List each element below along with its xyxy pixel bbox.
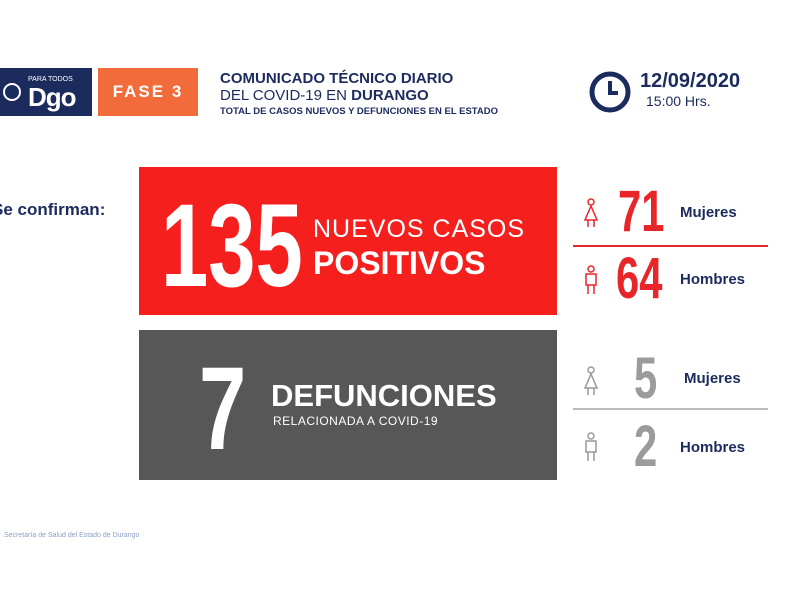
deaths-women-number-text: 5 <box>634 346 658 411</box>
divider <box>573 408 768 410</box>
deaths-number-text: 7 <box>199 343 247 475</box>
female-icon <box>583 198 599 227</box>
cases-line2: POSITIVOS <box>313 245 486 281</box>
cases-women-label: Mujeres <box>680 204 737 221</box>
cases-number: 135 <box>161 187 358 305</box>
deaths-men-label: Hombres <box>680 439 746 456</box>
cases-men-number: 64 <box>616 250 681 308</box>
cases-men-number-text: 64 <box>616 246 663 311</box>
header-title: COMUNICADO TÉCNICO DIARIO <box>220 70 454 87</box>
date: 12/09/2020 <box>640 70 741 92</box>
cases-box: 135 NUEVOS CASOS POSITIVOS <box>139 167 557 315</box>
deaths-women-number: 5 <box>634 350 666 408</box>
subtitle-prefix: DEL COVID-19 EN <box>220 87 352 104</box>
deaths-line2: RELACIONADA A COVID-19 <box>273 414 439 428</box>
logo-text: Dgo <box>28 82 77 112</box>
cases-women-number: 71 <box>618 183 683 241</box>
logo-tag: PARA TODOS <box>28 76 73 83</box>
subtitle-place: DURANGO <box>351 87 429 104</box>
logo-box: PARA TODOS Dgo <box>0 68 92 116</box>
female-icon <box>583 366 599 395</box>
header-description: TOTAL DE CASOS NUEVOS Y DEFUNCIONES EN E… <box>220 106 499 117</box>
deaths-women-label: Mujeres <box>684 370 741 387</box>
deaths-number: 7 <box>199 350 265 468</box>
clock-icon <box>589 71 631 113</box>
footer-source: Secretaría de Salud del Estado de Durang… <box>4 532 140 539</box>
deaths-men-number-text: 2 <box>634 414 658 479</box>
cases-line1: NUEVOS CASOS <box>313 215 526 243</box>
cases-number-text: 135 <box>161 180 303 312</box>
deaths-line1: DEFUNCIONES <box>271 378 497 413</box>
intro: Se confirman: <box>0 200 106 219</box>
male-icon <box>585 265 597 294</box>
deaths-box: 7 DEFUNCIONES RELACIONADA A COVID-19 <box>139 330 557 480</box>
header-subtitle: DEL COVID-19 EN DURANGO <box>220 87 429 104</box>
male-icon <box>585 432 597 461</box>
cases-women-number-text: 71 <box>618 179 665 244</box>
deaths-men-number: 2 <box>634 418 666 476</box>
logo-emblem <box>3 83 21 101</box>
phase-badge: FASE 3 <box>98 68 198 116</box>
divider <box>573 245 768 247</box>
time: 15:00 Hrs. <box>646 93 711 109</box>
cases-men-label: Hombres <box>680 271 746 288</box>
